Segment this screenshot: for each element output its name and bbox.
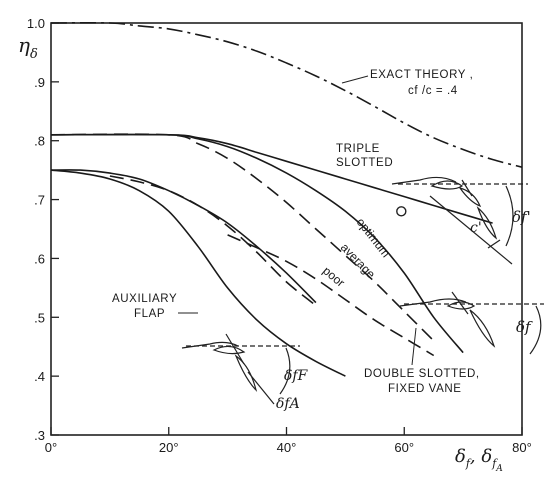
y-tick-label: .8 [34,134,45,149]
y-tick-label: .3 [34,428,45,443]
auxiliary-flap-label-1: AUXILIARY [112,293,177,305]
exact-theory-ratio-label: cf /c = .4 [408,85,458,97]
delta-f-label: δf [516,318,533,336]
axis-ticks: 0° 20° 40° 60° 80° .3 .4 .5 .6 .7 .8 .9 1.0 [27,16,532,455]
series-line-3 [50,133,435,342]
y-tick-label: 1.0 [27,16,45,31]
delta-fF-label: δfF [284,368,309,384]
triple-slotted-airfoil-sketch [391,176,528,265]
double-slotted-airfoil-sketch [399,291,544,355]
series-group [50,21,523,377]
y-axis-label: ηδ [18,33,38,62]
series-line-7 [50,169,346,377]
x-tick-label: 20° [159,440,179,455]
auxiliary-flap-airfoil-sketch [181,333,300,405]
x-axis-label: δf, δfA [455,446,503,474]
exact-theory-leader [341,75,369,84]
y-tick-label: .9 [34,75,45,90]
x-tick-label: 60° [394,440,414,455]
x-tick-label: 40° [277,440,297,455]
c-prime-label: c' [470,220,482,236]
delta-f-prime-label: δf' [512,208,531,226]
series-line-2 [50,133,464,354]
y-tick-label: .6 [34,251,45,266]
double-slotted-label-2: FIXED VANE [388,383,462,395]
series-line-1 [50,133,493,224]
triple-slotted-label-1: TRIPLE [336,143,380,155]
auxiliary-flap-label-2: FLAP [134,308,165,320]
double-slotted-label-1: DOUBLE SLOTTED, [364,368,480,380]
test-point-marker [396,206,407,217]
series-line-0 [50,21,523,168]
series-line-5 [50,169,317,304]
y-tick-label: .5 [34,310,45,325]
poor-label: poor [320,264,347,290]
x-tick-label: 80° [512,440,532,455]
y-tick-label: .4 [34,369,45,384]
exact-theory-label: EXACT THEORY , [370,69,473,81]
delta-fA-label: δfA [276,396,300,412]
y-tick-label: .7 [34,193,45,208]
triple-slotted-label-2: SLOTTED [336,157,393,169]
x-tick-label: 0° [45,440,57,455]
double-slotted-leader [411,327,417,366]
series-line-6 [109,175,317,307]
